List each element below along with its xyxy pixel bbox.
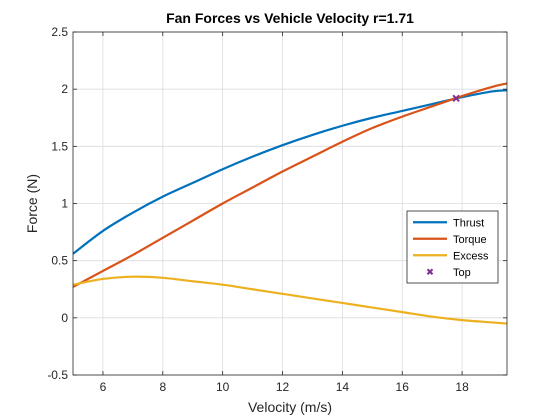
legend-label-excess: Excess [453, 250, 489, 262]
y-axis-label: Force (N) [24, 174, 40, 233]
y-tick-label: 0 [61, 311, 68, 325]
x-tick-label: 8 [159, 380, 166, 394]
x-tick-label: 18 [455, 380, 469, 394]
legend-label-torque: Torque [453, 234, 487, 246]
x-axis-label: Velocity (m/s) [248, 399, 332, 415]
y-tick-label: -0.5 [47, 368, 68, 382]
legend: Thrust Torque Excess Top [407, 211, 498, 283]
legend-label-thrust: Thrust [453, 217, 484, 229]
chart-title: Fan Forces vs Vehicle Velocity r=1.71 [166, 10, 414, 26]
x-tick-label: 10 [216, 380, 230, 394]
y-tick-label: 0.5 [51, 254, 68, 268]
x-tick-label: 12 [276, 380, 290, 394]
x-tick-label: 14 [336, 380, 350, 394]
x-tick-label: 6 [100, 380, 107, 394]
y-tick-label: 2 [61, 82, 68, 96]
legend-label-top: Top [453, 267, 471, 279]
y-tick-label: 1 [61, 197, 68, 211]
y-tick-label: 2.5 [51, 25, 68, 39]
x-tick-label: 16 [396, 380, 410, 394]
y-tick-label: 1.5 [51, 139, 68, 153]
